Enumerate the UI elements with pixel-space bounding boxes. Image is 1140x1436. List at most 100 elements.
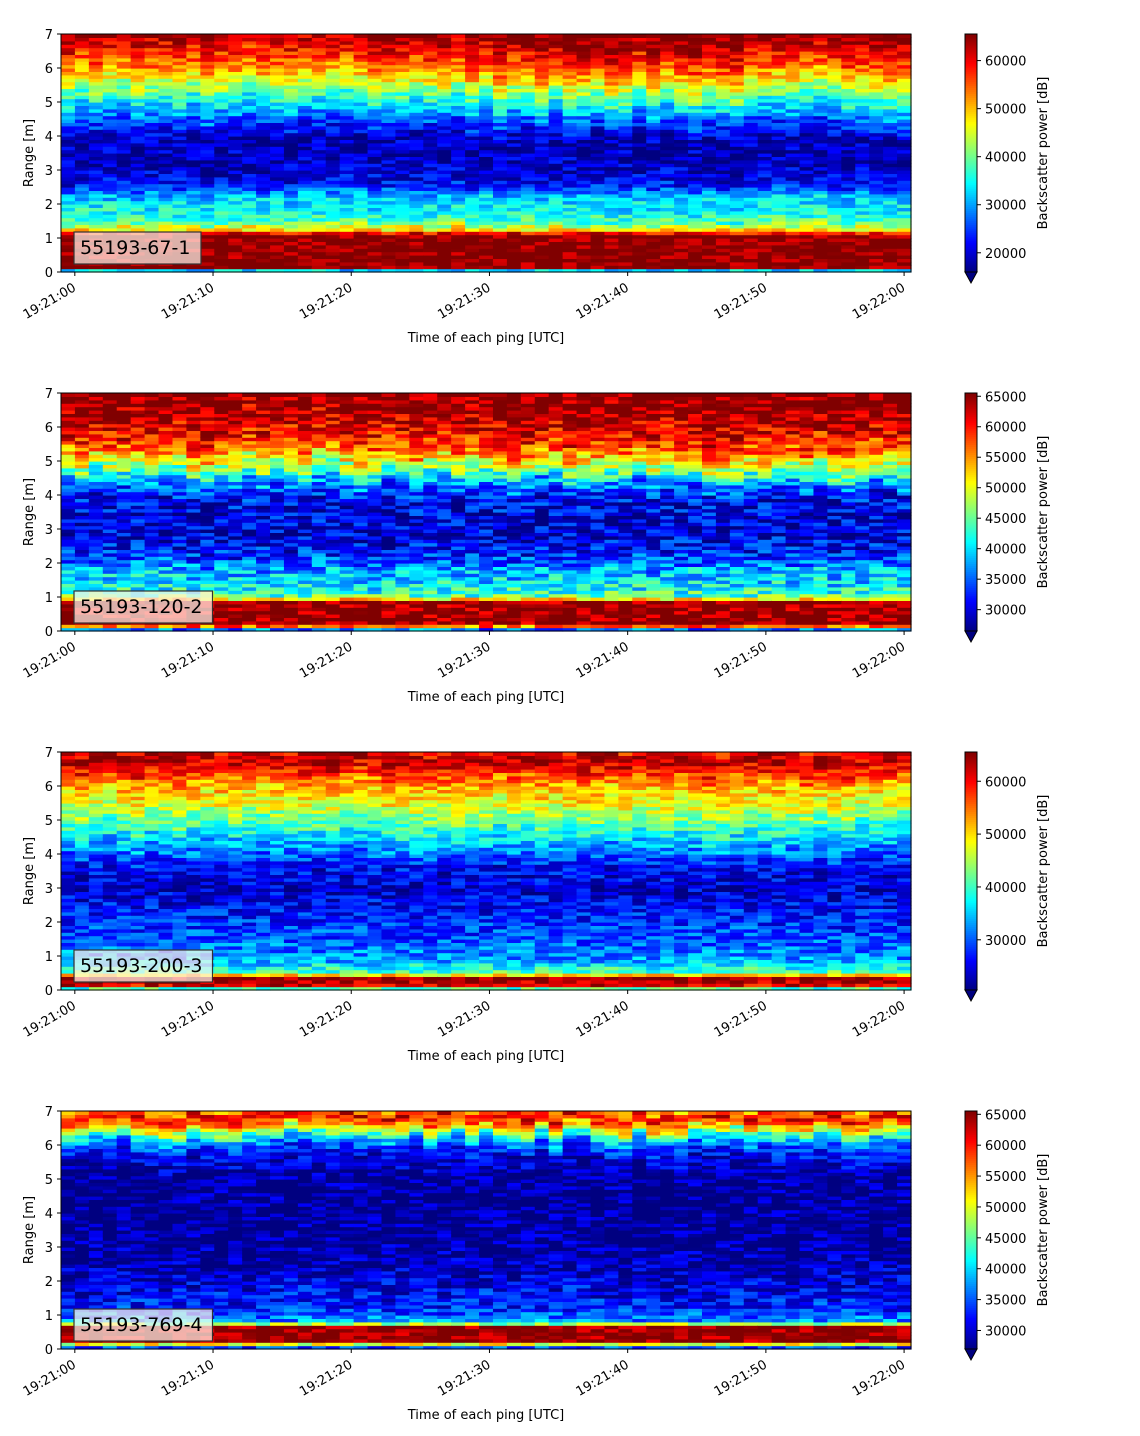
colorbar-segment xyxy=(965,182,977,186)
heatmap-cell xyxy=(479,234,494,239)
heatmap-cell xyxy=(506,231,522,236)
heatmap-cell xyxy=(674,204,689,208)
heatmap-cell xyxy=(618,173,633,178)
heatmap-cell xyxy=(74,444,90,448)
heatmap-cell xyxy=(646,248,661,253)
heatmap-cell xyxy=(61,464,76,469)
heatmap-cell xyxy=(74,406,90,411)
heatmap-cell xyxy=(855,105,870,110)
heatmap-cell xyxy=(242,261,257,266)
heatmap-cell xyxy=(827,108,842,113)
heatmap-cell xyxy=(228,217,243,222)
heatmap-cell xyxy=(395,136,410,140)
heatmap-cell xyxy=(297,204,313,208)
heatmap-cell xyxy=(339,224,355,229)
heatmap-cell xyxy=(743,40,759,45)
heatmap-cell xyxy=(74,529,90,533)
heatmap-cell xyxy=(242,57,257,62)
heatmap-cell xyxy=(74,125,90,130)
heatmap-cell xyxy=(353,44,369,49)
heatmap-cell xyxy=(465,231,480,236)
heatmap-cell xyxy=(172,129,188,134)
heatmap-cell xyxy=(562,251,578,256)
heatmap-cell xyxy=(841,159,856,164)
heatmap-cell xyxy=(506,81,522,86)
heatmap-cell xyxy=(186,159,201,164)
heatmap-cell xyxy=(144,539,160,544)
heatmap-cell xyxy=(506,163,522,168)
heatmap-cell xyxy=(367,51,383,55)
heatmap-cell xyxy=(256,210,271,215)
heatmap-cell xyxy=(771,268,787,273)
heatmap-cell xyxy=(339,78,355,83)
heatmap-cell xyxy=(883,258,898,263)
heatmap-cell xyxy=(883,119,898,123)
heatmap-cell xyxy=(116,119,132,123)
heatmap-cell xyxy=(88,122,104,127)
heatmap-cell xyxy=(841,183,856,188)
heatmap-cell xyxy=(339,91,355,96)
heatmap-cell xyxy=(423,244,438,249)
heatmap-cell xyxy=(883,210,898,215)
heatmap-cell xyxy=(61,607,76,612)
heatmap-cell xyxy=(116,423,132,428)
heatmap-cell xyxy=(841,217,856,222)
axes-frame xyxy=(60,33,912,273)
heatmap-cell xyxy=(381,71,397,76)
heatmap-cell xyxy=(827,57,842,62)
heatmap-cell xyxy=(506,37,522,42)
heatmap-cell xyxy=(534,47,550,52)
colorbar-segment xyxy=(965,73,977,77)
heatmap-cell xyxy=(353,57,369,62)
heatmap-cell xyxy=(604,193,619,198)
heatmap-cell xyxy=(799,227,815,232)
heatmap-cell xyxy=(325,64,341,69)
heatmap-cell xyxy=(381,255,397,259)
heatmap-cell xyxy=(61,132,76,137)
heatmap-cell xyxy=(437,238,452,242)
heatmap-cell xyxy=(827,190,842,195)
heatmap-cell xyxy=(465,136,480,140)
heatmap-cell xyxy=(61,193,76,198)
colorbar-segment xyxy=(965,103,977,106)
heatmap-cell xyxy=(576,227,592,232)
heatmap-cell xyxy=(395,91,410,96)
heatmap-cell xyxy=(562,173,578,178)
heatmap-cell xyxy=(116,566,132,571)
heatmap-cell xyxy=(479,122,494,127)
heatmap-cell xyxy=(158,525,174,530)
heatmap-cell xyxy=(367,81,383,86)
heatmap-cell xyxy=(534,244,550,249)
heatmap-cell xyxy=(144,85,160,89)
heatmap-cell xyxy=(715,91,731,96)
heatmap-cell xyxy=(855,234,870,239)
heatmap-cell xyxy=(674,132,689,137)
colorbar-segment xyxy=(965,143,977,146)
heatmap-cell xyxy=(116,518,132,523)
heatmap-cell xyxy=(520,68,536,72)
heatmap-cell xyxy=(130,71,146,76)
heatmap-cell xyxy=(855,190,870,195)
heatmap-cell xyxy=(855,159,870,164)
heatmap-cell xyxy=(785,105,801,110)
heatmap-cell xyxy=(130,488,146,493)
heatmap-cell xyxy=(325,98,341,103)
heatmap-cell xyxy=(479,251,494,256)
heatmap-cell xyxy=(897,88,912,93)
heatmap-cell xyxy=(172,132,188,137)
heatmap-cell xyxy=(785,204,801,208)
heatmap-cell xyxy=(562,244,578,249)
heatmap-cell xyxy=(827,217,842,222)
heatmap-cell xyxy=(604,149,619,154)
heatmap-cell xyxy=(116,416,132,421)
heatmap-cell xyxy=(590,142,606,147)
heatmap-cell xyxy=(144,88,160,93)
heatmap-cell xyxy=(576,119,592,123)
heatmap-cell xyxy=(465,74,480,79)
heatmap-cell xyxy=(604,54,619,59)
heatmap-cell xyxy=(632,173,647,178)
heatmap-cell xyxy=(869,149,884,154)
heatmap-cell xyxy=(228,153,243,157)
heatmap-cell xyxy=(576,98,592,103)
heatmap-cell xyxy=(381,132,397,137)
